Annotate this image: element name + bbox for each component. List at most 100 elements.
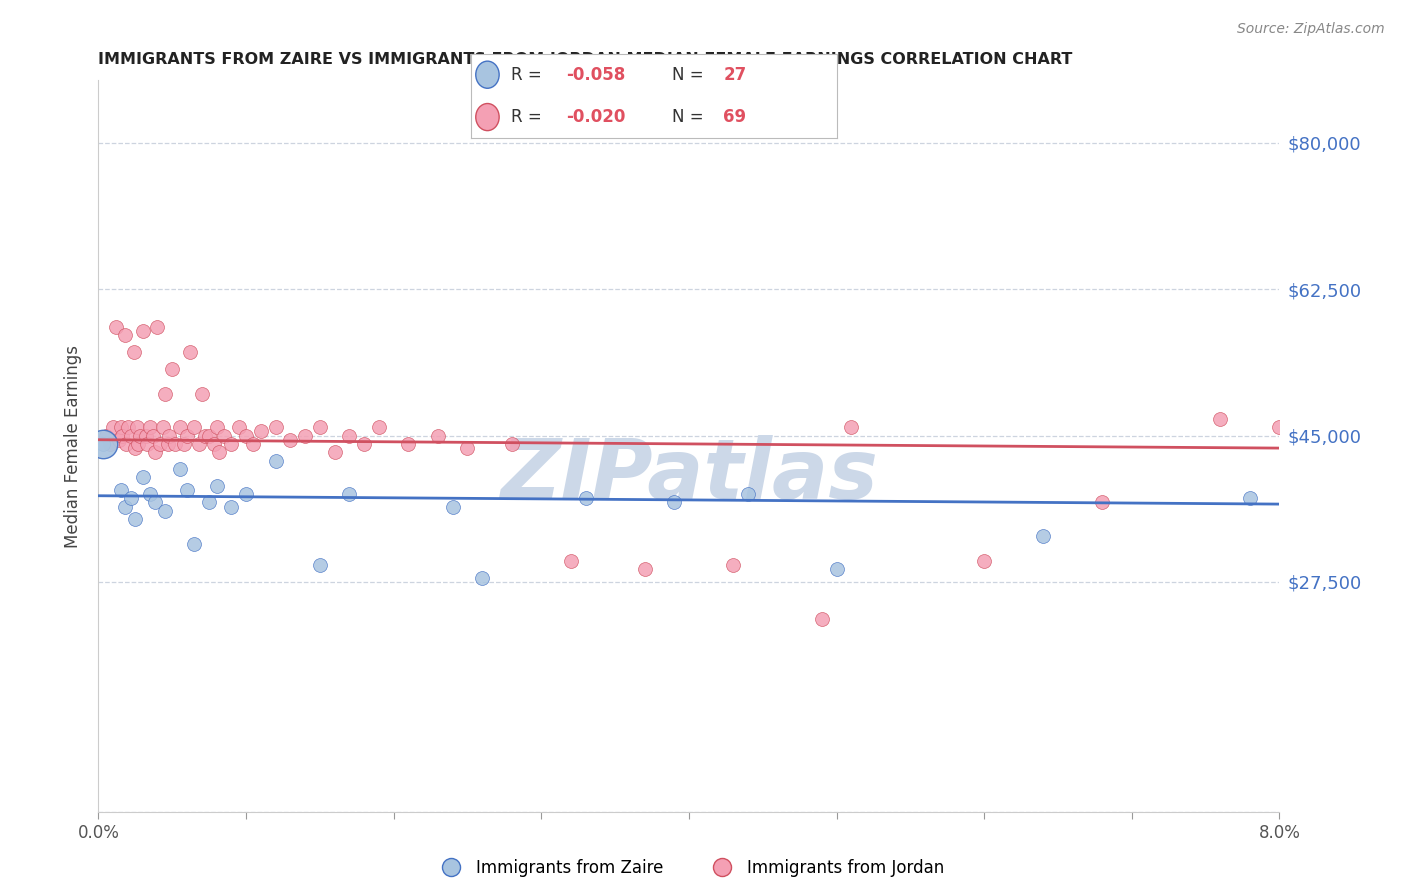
Point bbox=[153, 504, 176, 518]
Point bbox=[1239, 491, 1261, 506]
Point bbox=[205, 420, 228, 434]
Text: -0.020: -0.020 bbox=[567, 108, 626, 126]
Point bbox=[205, 479, 228, 493]
Y-axis label: Median Female Earnings: Median Female Earnings bbox=[65, 344, 83, 548]
Text: R =: R = bbox=[512, 66, 541, 84]
Point bbox=[124, 441, 146, 455]
Point bbox=[132, 324, 155, 338]
Text: IMMIGRANTS FROM ZAIRE VS IMMIGRANTS FROM JORDAN MEDIAN FEMALE EARNINGS CORRELATI: IMMIGRANTS FROM ZAIRE VS IMMIGRANTS FROM… bbox=[98, 52, 1073, 67]
Point bbox=[264, 420, 287, 434]
Point bbox=[337, 487, 360, 501]
Circle shape bbox=[475, 103, 499, 130]
Point bbox=[91, 437, 114, 451]
Point bbox=[114, 328, 136, 343]
Point bbox=[367, 420, 389, 434]
Text: N =: N = bbox=[672, 108, 703, 126]
Point bbox=[94, 428, 117, 442]
Point bbox=[396, 437, 419, 451]
Point bbox=[146, 319, 169, 334]
Point bbox=[1268, 420, 1291, 434]
Point bbox=[176, 483, 198, 497]
Point bbox=[250, 425, 273, 439]
Point bbox=[633, 562, 655, 576]
Point bbox=[1209, 412, 1232, 426]
Point bbox=[219, 500, 242, 514]
Point bbox=[501, 437, 523, 451]
Text: N =: N = bbox=[672, 66, 703, 84]
Point bbox=[143, 445, 166, 459]
Point bbox=[111, 428, 134, 442]
Point bbox=[278, 433, 302, 447]
Point bbox=[198, 428, 221, 442]
Point bbox=[219, 437, 242, 451]
Point bbox=[179, 345, 201, 359]
Point bbox=[108, 433, 131, 447]
Point bbox=[120, 428, 142, 442]
Point bbox=[664, 495, 686, 509]
Point bbox=[737, 487, 759, 501]
Point bbox=[105, 319, 128, 334]
Point bbox=[176, 428, 198, 442]
Point bbox=[110, 420, 132, 434]
Point bbox=[98, 437, 121, 451]
Point bbox=[294, 428, 316, 442]
Point bbox=[120, 491, 142, 506]
Point bbox=[721, 558, 744, 573]
Point bbox=[208, 445, 231, 459]
Text: 69: 69 bbox=[723, 108, 747, 126]
Point bbox=[169, 462, 191, 476]
Point bbox=[191, 386, 214, 401]
Point bbox=[426, 428, 449, 442]
Circle shape bbox=[475, 62, 499, 88]
Point bbox=[169, 420, 191, 434]
Text: 27: 27 bbox=[723, 66, 747, 84]
Point bbox=[560, 554, 582, 568]
Point bbox=[162, 361, 183, 376]
Point bbox=[153, 386, 176, 401]
Point bbox=[1032, 529, 1054, 543]
Point bbox=[115, 437, 138, 451]
Text: -0.058: -0.058 bbox=[567, 66, 626, 84]
Point bbox=[110, 483, 132, 497]
Point bbox=[242, 437, 264, 451]
Point bbox=[825, 562, 848, 576]
Point bbox=[135, 428, 157, 442]
Point bbox=[173, 437, 195, 451]
Point bbox=[308, 420, 332, 434]
Point bbox=[127, 437, 149, 451]
Point bbox=[165, 437, 187, 451]
Point bbox=[183, 537, 205, 551]
Point bbox=[353, 437, 375, 451]
Point bbox=[157, 428, 180, 442]
Point bbox=[114, 500, 136, 514]
Point bbox=[1091, 495, 1114, 509]
Point bbox=[139, 487, 162, 501]
Point bbox=[228, 420, 250, 434]
Point bbox=[124, 512, 146, 526]
Point bbox=[183, 420, 205, 434]
Point bbox=[128, 428, 150, 442]
Point bbox=[198, 495, 221, 509]
Point bbox=[202, 437, 225, 451]
Point bbox=[152, 420, 174, 434]
Point bbox=[308, 558, 332, 573]
Point bbox=[194, 428, 217, 442]
Point bbox=[337, 428, 360, 442]
Point bbox=[323, 445, 346, 459]
Point bbox=[973, 554, 995, 568]
Point bbox=[125, 420, 148, 434]
Point bbox=[91, 437, 114, 451]
Point bbox=[142, 428, 165, 442]
Legend: Immigrants from Zaire, Immigrants from Jordan: Immigrants from Zaire, Immigrants from J… bbox=[427, 853, 950, 884]
Point bbox=[839, 420, 862, 434]
Point bbox=[139, 420, 162, 434]
Point bbox=[456, 441, 478, 455]
Point bbox=[143, 495, 166, 509]
Point bbox=[471, 571, 494, 585]
Text: ZIPatlas: ZIPatlas bbox=[501, 434, 877, 516]
Point bbox=[136, 437, 159, 451]
Point bbox=[132, 470, 155, 484]
Text: R =: R = bbox=[512, 108, 541, 126]
Point bbox=[122, 345, 145, 359]
Point bbox=[187, 437, 209, 451]
